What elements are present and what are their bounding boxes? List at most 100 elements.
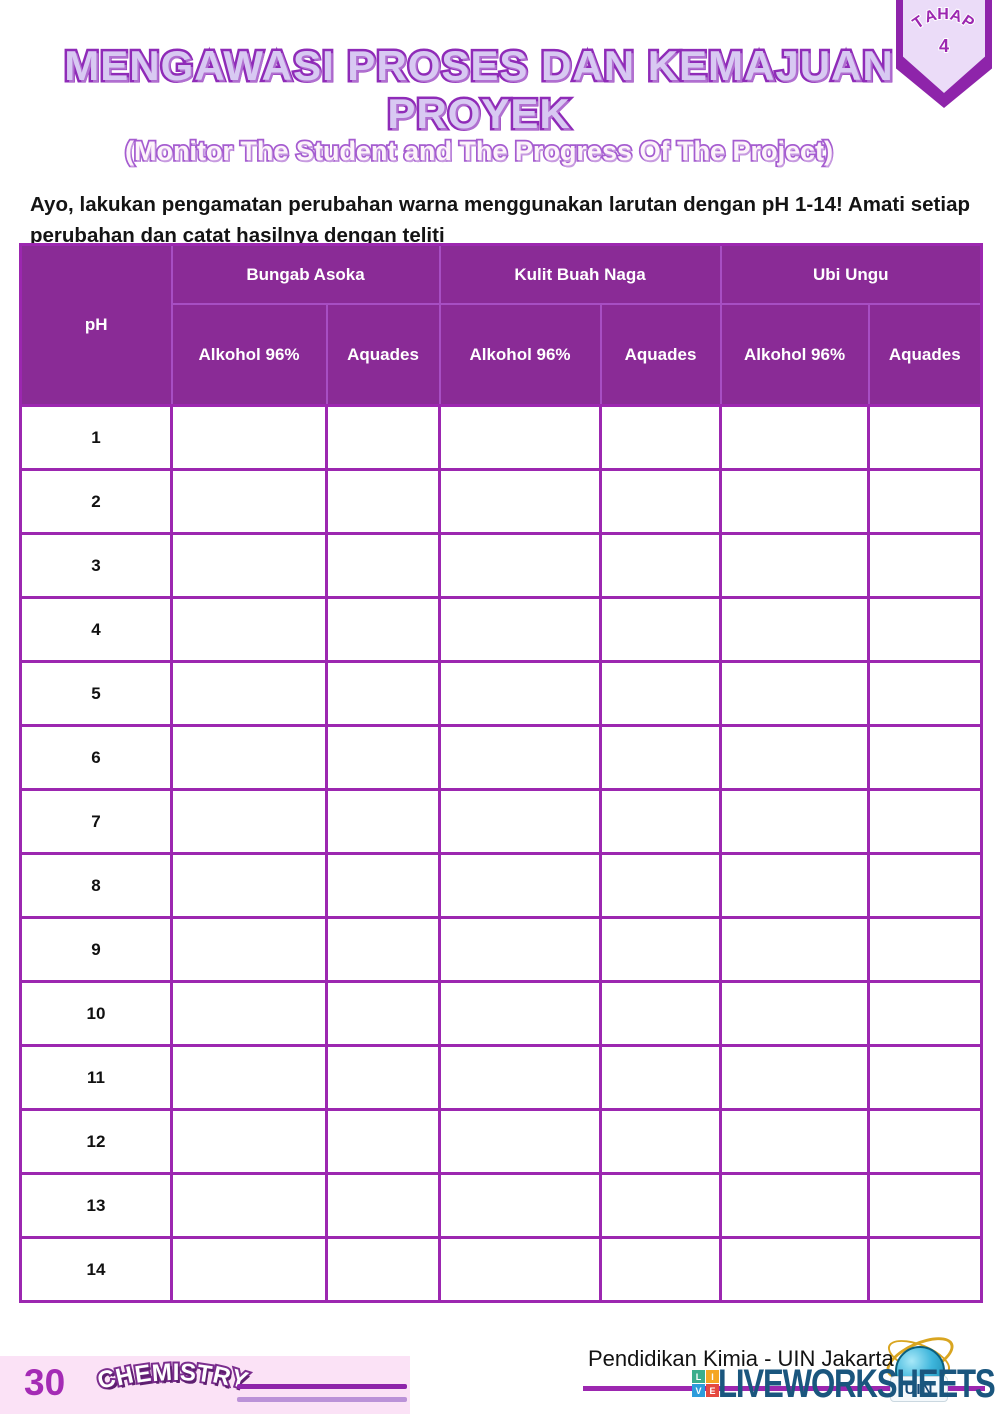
answer-cell[interactable] — [599, 1236, 723, 1303]
answer-cell[interactable] — [438, 788, 603, 855]
chemistry-badge: CHEMISTRY — [92, 1357, 254, 1397]
lw-block-v: V — [692, 1384, 705, 1397]
answer-cell[interactable] — [324, 596, 442, 663]
answer-cell[interactable] — [599, 916, 723, 983]
table-row: 3 — [19, 532, 984, 599]
answer-cell[interactable] — [867, 404, 984, 471]
answer-cell[interactable] — [867, 660, 984, 727]
answer-cell[interactable] — [170, 596, 328, 663]
answer-cell[interactable] — [324, 788, 442, 855]
answer-cell[interactable] — [599, 1172, 723, 1239]
answer-cell[interactable] — [599, 1044, 723, 1111]
answer-cell[interactable] — [324, 1108, 442, 1175]
answer-cell[interactable] — [867, 980, 984, 1047]
answer-cell[interactable] — [324, 980, 442, 1047]
answer-cell[interactable] — [324, 1172, 442, 1239]
answer-cell[interactable] — [324, 852, 442, 919]
answer-cell[interactable] — [324, 916, 442, 983]
answer-cell[interactable] — [170, 788, 328, 855]
answer-cell[interactable] — [867, 1172, 984, 1239]
answer-cell[interactable] — [867, 596, 984, 663]
answer-cell[interactable] — [867, 1108, 984, 1175]
answer-cell[interactable] — [438, 1044, 603, 1111]
ph-value-cell: 11 — [19, 1044, 173, 1111]
answer-cell[interactable] — [170, 916, 328, 983]
answer-cell[interactable] — [324, 404, 442, 471]
answer-cell[interactable] — [324, 660, 442, 727]
answer-cell[interactable] — [170, 1236, 328, 1303]
answer-cell[interactable] — [324, 532, 442, 599]
answer-cell[interactable] — [438, 468, 603, 535]
table-row: 6 — [19, 724, 984, 791]
answer-cell[interactable] — [719, 916, 871, 983]
uin-logo: UIN — [880, 1328, 960, 1406]
answer-cell[interactable] — [170, 660, 328, 727]
answer-cell[interactable] — [438, 980, 603, 1047]
answer-cell[interactable] — [867, 724, 984, 791]
answer-cell[interactable] — [324, 724, 442, 791]
answer-cell[interactable] — [719, 596, 871, 663]
answer-cell[interactable] — [599, 660, 723, 727]
answer-cell[interactable] — [438, 916, 603, 983]
answer-cell[interactable] — [719, 1236, 871, 1303]
arc-letter: I — [171, 1357, 182, 1388]
answer-cell[interactable] — [719, 404, 871, 471]
table-row: 10 — [19, 980, 984, 1047]
answer-cell[interactable] — [599, 596, 723, 663]
answer-cell[interactable] — [719, 532, 871, 599]
answer-cell[interactable] — [867, 1236, 984, 1303]
table-row: 4 — [19, 596, 984, 663]
answer-cell[interactable] — [438, 404, 603, 471]
liveworksheets-wordmark[interactable]: LIVEWORKSHEETS — [718, 1362, 996, 1406]
answer-cell[interactable] — [867, 788, 984, 855]
lw-block-i: I — [706, 1370, 719, 1383]
answer-cell[interactable] — [170, 852, 328, 919]
answer-cell[interactable] — [719, 980, 871, 1047]
answer-cell[interactable] — [719, 788, 871, 855]
answer-cell[interactable] — [438, 1108, 603, 1175]
answer-cell[interactable] — [599, 404, 723, 471]
answer-cell[interactable] — [867, 532, 984, 599]
answer-cell[interactable] — [438, 596, 603, 663]
answer-cell[interactable] — [438, 1172, 603, 1239]
answer-cell[interactable] — [438, 852, 603, 919]
answer-cell[interactable] — [599, 788, 723, 855]
answer-cell[interactable] — [867, 1044, 984, 1111]
answer-cell[interactable] — [599, 980, 723, 1047]
answer-cell[interactable] — [438, 1236, 603, 1303]
answer-cell[interactable] — [599, 532, 723, 599]
answer-cell[interactable] — [719, 468, 871, 535]
answer-cell[interactable] — [170, 980, 328, 1047]
footer-divider-light — [237, 1397, 407, 1402]
answer-cell[interactable] — [867, 852, 984, 919]
answer-cell[interactable] — [599, 468, 723, 535]
answer-cell[interactable] — [867, 916, 984, 983]
answer-cell[interactable] — [719, 1044, 871, 1111]
ph-value-cell: 2 — [19, 468, 173, 535]
ph-value-cell: 14 — [19, 1236, 173, 1303]
answer-cell[interactable] — [438, 724, 603, 791]
answer-cell[interactable] — [719, 1172, 871, 1239]
answer-cell[interactable] — [170, 468, 328, 535]
answer-cell[interactable] — [438, 532, 603, 599]
answer-cell[interactable] — [170, 404, 328, 471]
answer-cell[interactable] — [438, 660, 603, 727]
answer-cell[interactable] — [719, 1108, 871, 1175]
answer-cell[interactable] — [170, 1172, 328, 1239]
answer-cell[interactable] — [599, 1108, 723, 1175]
answer-cell[interactable] — [170, 1044, 328, 1111]
answer-cell[interactable] — [719, 660, 871, 727]
answer-cell[interactable] — [170, 724, 328, 791]
answer-cell[interactable] — [170, 1108, 328, 1175]
ph-value-cell: 9 — [19, 916, 173, 983]
answer-cell[interactable] — [719, 852, 871, 919]
answer-cell[interactable] — [324, 1044, 442, 1111]
answer-cell[interactable] — [599, 852, 723, 919]
answer-cell[interactable] — [719, 724, 871, 791]
answer-cell[interactable] — [867, 468, 984, 535]
answer-cell[interactable] — [324, 468, 442, 535]
answer-cell[interactable] — [324, 1236, 442, 1303]
answer-cell[interactable] — [599, 724, 723, 791]
answer-cell[interactable] — [170, 532, 328, 599]
